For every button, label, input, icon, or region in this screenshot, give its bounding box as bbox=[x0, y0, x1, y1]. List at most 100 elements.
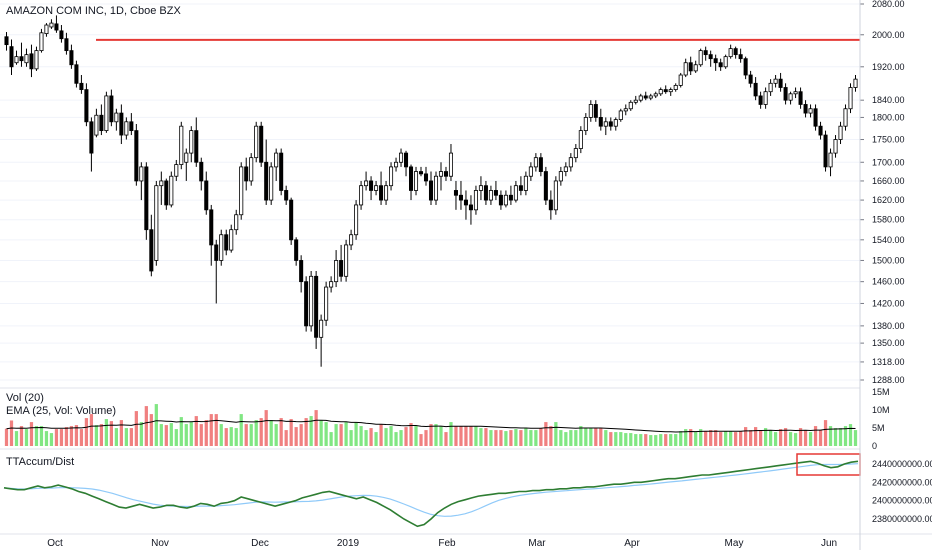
candle-body bbox=[453, 190, 458, 196]
candle-body bbox=[179, 125, 184, 165]
volume-bar bbox=[159, 424, 163, 446]
volume-bar bbox=[639, 434, 643, 446]
candle-body bbox=[823, 134, 828, 168]
candle-body bbox=[608, 121, 613, 127]
volume-bar bbox=[419, 434, 423, 446]
candle-body bbox=[314, 275, 319, 338]
candle-body bbox=[59, 30, 64, 40]
candle-body bbox=[643, 95, 648, 99]
volume-bar bbox=[843, 426, 848, 446]
candle-body bbox=[678, 74, 683, 86]
candle-body bbox=[319, 319, 324, 338]
candle-body bbox=[64, 38, 69, 52]
candle-body bbox=[533, 157, 538, 168]
candle-body bbox=[264, 161, 269, 201]
candle-body bbox=[124, 121, 129, 136]
volume-bar bbox=[484, 428, 488, 446]
candle-body bbox=[204, 180, 209, 211]
volume-bar bbox=[524, 428, 528, 446]
volume-bar bbox=[694, 432, 698, 446]
candle-body bbox=[274, 152, 279, 168]
price-tick-label: 1420.00 bbox=[872, 298, 905, 308]
volume-bar bbox=[314, 410, 318, 446]
candle-body bbox=[568, 157, 573, 168]
price-tick-label: 2080.00 bbox=[872, 0, 905, 9]
price-tick-label: 1620.00 bbox=[872, 195, 905, 205]
volume-bar bbox=[394, 432, 398, 446]
candle-body bbox=[79, 82, 84, 90]
volume-bar bbox=[559, 430, 563, 446]
volume-bar bbox=[369, 428, 373, 446]
candle-body bbox=[808, 108, 813, 114]
volume-bar bbox=[659, 434, 663, 446]
candle-body bbox=[309, 275, 314, 327]
candle-body bbox=[334, 260, 339, 283]
volume-bar bbox=[294, 427, 298, 446]
candle-body bbox=[508, 194, 513, 201]
volume-bar bbox=[214, 414, 218, 446]
candle-body bbox=[648, 95, 653, 99]
volume-bar bbox=[234, 428, 238, 446]
candle-body bbox=[733, 48, 738, 56]
candle-body bbox=[773, 78, 778, 84]
volume-bar bbox=[329, 432, 333, 446]
volume-bar bbox=[773, 432, 778, 446]
accum-tick-label: 2420000000.00 bbox=[872, 477, 932, 487]
volume-bar bbox=[564, 432, 568, 446]
x-tick-label: May bbox=[725, 538, 744, 549]
x-tick-label: Apr bbox=[624, 538, 640, 549]
candle-body bbox=[369, 180, 374, 191]
volume-bar bbox=[729, 431, 733, 446]
price-tick-label: 1660.00 bbox=[872, 176, 905, 186]
candle-body bbox=[229, 229, 234, 251]
candle-body bbox=[633, 99, 638, 103]
volume-bar bbox=[714, 430, 718, 446]
candle-body bbox=[753, 82, 758, 97]
volume-bar bbox=[489, 430, 493, 446]
candle-body bbox=[783, 87, 788, 101]
volume-bar bbox=[229, 427, 233, 446]
volume-bar bbox=[254, 420, 258, 446]
candle-body bbox=[269, 166, 274, 201]
volume-bar bbox=[114, 428, 118, 446]
candle-body bbox=[848, 87, 853, 110]
ema-title: EMA (25, Vol: Volume) bbox=[6, 405, 116, 417]
volume-bar bbox=[209, 414, 213, 446]
volume-bar bbox=[204, 420, 208, 446]
candle-body bbox=[473, 190, 478, 211]
volume-bar bbox=[514, 429, 518, 446]
accum-title: TTAccum/Dist bbox=[6, 456, 74, 468]
candle-body bbox=[344, 244, 349, 277]
volume-bar bbox=[224, 428, 228, 446]
volume-tick-label: 15M bbox=[872, 387, 890, 397]
candle-body bbox=[833, 139, 838, 154]
volume-bar bbox=[719, 432, 723, 446]
volume-bar bbox=[269, 420, 273, 446]
candle-body bbox=[109, 95, 114, 123]
volume-bar bbox=[94, 425, 99, 446]
volume-bar bbox=[169, 423, 173, 446]
candle-body bbox=[413, 171, 419, 191]
volume-bar bbox=[414, 426, 418, 446]
volume-bar bbox=[79, 429, 84, 446]
volume-bar bbox=[813, 426, 818, 446]
volume-bar bbox=[574, 430, 578, 446]
candle-body bbox=[49, 22, 54, 28]
volume-bar bbox=[279, 418, 283, 446]
volume-bar bbox=[274, 424, 278, 446]
volume-bar bbox=[304, 418, 308, 446]
volume-tick-label: 10M bbox=[872, 405, 890, 415]
volume-bar bbox=[838, 428, 843, 446]
volume-bar bbox=[39, 426, 44, 446]
volume-bar bbox=[529, 430, 533, 446]
candle-body bbox=[433, 175, 439, 201]
candle-body bbox=[428, 180, 434, 201]
candle-body bbox=[688, 62, 693, 72]
candle-body bbox=[828, 152, 833, 168]
volume-bar bbox=[359, 426, 363, 446]
volume-tick-label: 0 bbox=[872, 441, 877, 451]
candle-body bbox=[768, 82, 773, 93]
candle-body bbox=[478, 185, 483, 191]
volume-bar bbox=[134, 411, 138, 446]
